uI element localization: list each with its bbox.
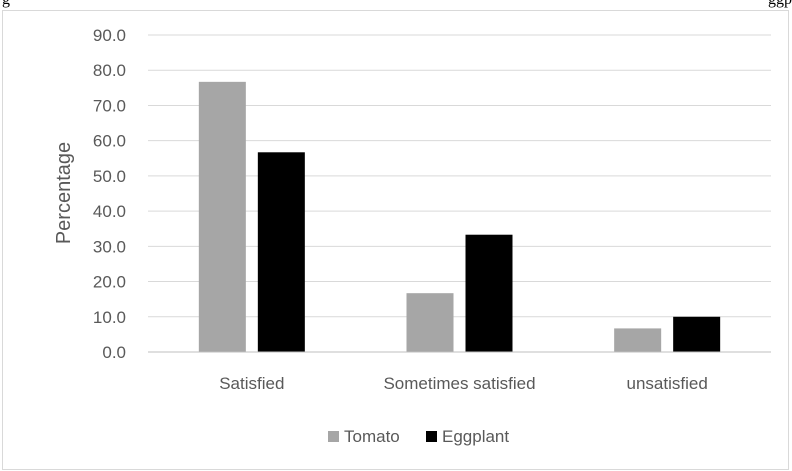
bars bbox=[198, 81, 721, 353]
y-tick-label: 50.0 bbox=[93, 167, 126, 186]
bar-eggplant-2 bbox=[465, 234, 513, 352]
x-tick-labels: Satisfied Sometimes satisfied unsatisfied bbox=[219, 374, 708, 393]
bar-tomato-2 bbox=[406, 293, 454, 352]
grid-lines bbox=[148, 34, 771, 318]
y-tick-label: 80.0 bbox=[93, 61, 126, 80]
bar-eggplant-1 bbox=[257, 152, 305, 352]
y-tick-label: 0.0 bbox=[102, 343, 126, 362]
bar-eggplant-3 bbox=[673, 316, 721, 352]
y-axis-title: Percentage bbox=[53, 142, 75, 244]
y-tick-label: 30.0 bbox=[93, 237, 126, 256]
y-tick-label: 90.0 bbox=[93, 26, 126, 45]
chart-area-border bbox=[2, 10, 789, 470]
y-tick-label: 10.0 bbox=[93, 308, 126, 327]
x-tick-label: Satisfied bbox=[219, 374, 284, 393]
bar-tomato-3 bbox=[614, 328, 662, 352]
y-tick-labels: 0.0 10.0 20.0 30.0 40.0 50.0 60.0 70.0 80.0 90.0 bbox=[93, 26, 126, 362]
y-tick-label: 60.0 bbox=[93, 132, 126, 151]
legend-label-tomato: Tomato bbox=[344, 427, 400, 446]
x-tick-label: unsatisfied bbox=[627, 374, 708, 393]
x-tick-label: Sometimes satisfied bbox=[383, 374, 535, 393]
legend-swatch-tomato bbox=[328, 431, 339, 442]
header-fragment-right: ggp bbox=[768, 0, 792, 9]
bar-tomato-1 bbox=[198, 81, 246, 353]
y-tick-label: 20.0 bbox=[93, 273, 126, 292]
legend-label-eggplant: Eggplant bbox=[442, 427, 509, 446]
legend-swatch-eggplant bbox=[426, 431, 437, 442]
y-tick-label: 40.0 bbox=[93, 202, 126, 221]
header-fragment-left: g bbox=[2, 0, 10, 9]
legend: Tomato Eggplant bbox=[328, 427, 509, 446]
y-tick-label: 70.0 bbox=[93, 96, 126, 115]
